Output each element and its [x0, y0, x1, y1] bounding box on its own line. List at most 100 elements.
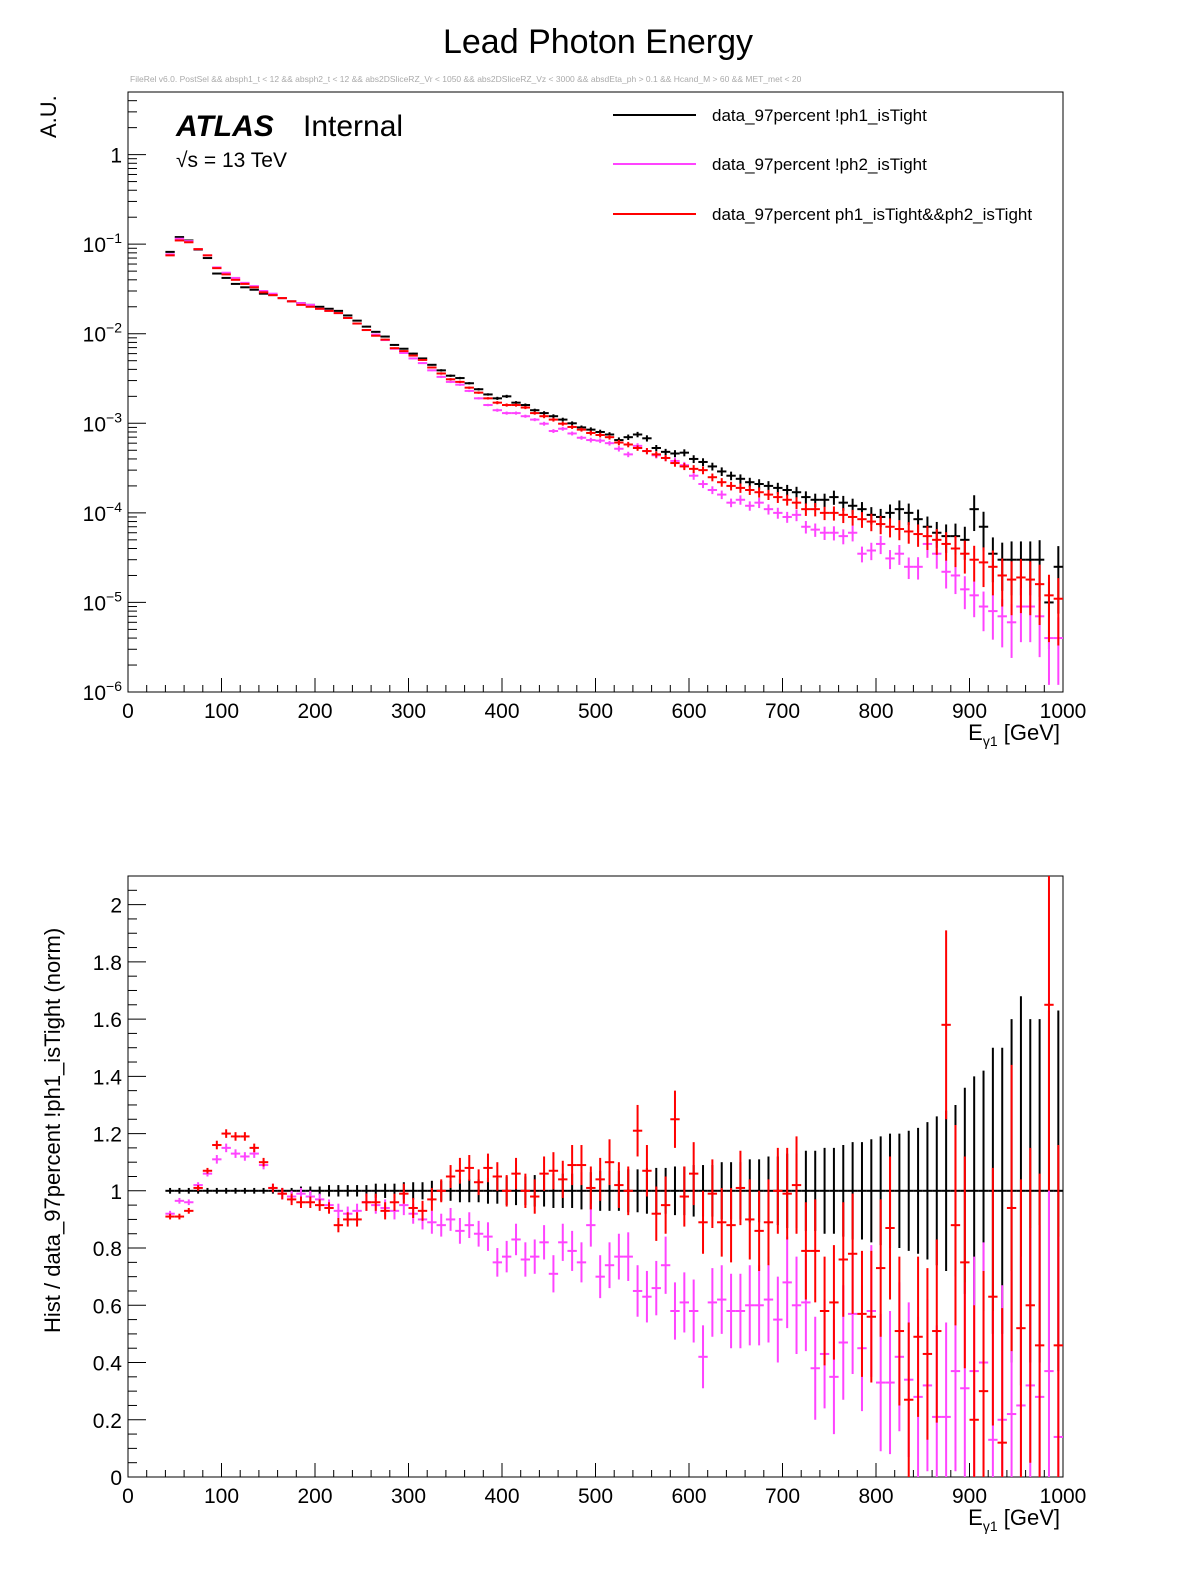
top-point	[305, 305, 315, 308]
top-point	[343, 314, 353, 317]
top-point	[642, 448, 652, 455]
top-point	[819, 506, 830, 521]
bottom-point	[866, 1139, 876, 1243]
bottom-point	[913, 1256, 923, 1417]
top-point	[1016, 559, 1026, 614]
top-point	[586, 437, 596, 443]
bottom-y-tick-label: 0	[110, 1467, 122, 1490]
bottom-point	[988, 1167, 998, 1426]
bottom-point	[230, 1187, 241, 1194]
top-x-axis-title-sub: γ1	[983, 733, 998, 749]
bottom-point	[604, 1242, 615, 1289]
bottom-point	[483, 1153, 493, 1183]
top-point	[754, 497, 764, 509]
top-point	[623, 434, 633, 440]
bottom-x-tick-label: 500	[578, 1485, 613, 1508]
bottom-point	[885, 1311, 895, 1455]
bottom-y-tick-label: 1	[110, 1181, 122, 1204]
bottom-point	[455, 1217, 465, 1244]
svg-text:Eγ1 [GeV]: Eγ1 [GeV]	[968, 720, 1060, 749]
bottom-x-tick-label: 300	[391, 1485, 426, 1508]
top-point	[660, 448, 671, 456]
top-point	[483, 397, 493, 400]
top-point	[240, 286, 250, 289]
bottom-point	[922, 1122, 933, 1260]
bottom-point	[548, 1255, 559, 1293]
bottom-point	[184, 1199, 194, 1206]
top-point	[417, 358, 428, 361]
bottom-point	[1025, 1147, 1035, 1463]
top-x-tick-label: 700	[765, 700, 800, 723]
top-point	[511, 403, 521, 407]
bottom-point	[829, 1147, 839, 1234]
bottom-point	[202, 1187, 213, 1194]
top-point	[763, 481, 774, 492]
legend: data_97percent !ph1_isTight data_97percen…	[613, 106, 1032, 224]
top-y-tick-label: 10−2	[83, 320, 123, 347]
top-point	[492, 396, 502, 400]
bottom-plot: 0 100 200 300 400 500 600 700 800 900 1000 0 0.2 0.4 0…	[40, 875, 1086, 1534]
top-point	[473, 397, 484, 400]
top-point	[165, 250, 175, 253]
top-y-tick-label: 10−1	[83, 230, 123, 257]
top-point	[174, 237, 185, 240]
bottom-point	[464, 1212, 474, 1239]
top-point	[361, 325, 372, 328]
bottom-point	[595, 1255, 605, 1299]
top-plot: 0 100 200 300 400 500 600 700 800 900 1000 10−6 10−5…	[36, 91, 1086, 749]
bottom-x-axis-title-unit: [GeV]	[998, 1505, 1060, 1530]
bottom-point	[221, 1143, 231, 1153]
bottom-point	[1034, 1173, 1045, 1477]
top-point	[408, 357, 418, 360]
bottom-point	[670, 1090, 680, 1148]
atlas-energy: √s = 13 TeV	[176, 149, 287, 172]
top-point	[268, 292, 278, 295]
bottom-point	[558, 1223, 568, 1261]
top-point	[502, 403, 512, 407]
bottom-point	[408, 1197, 418, 1218]
bottom-point	[801, 1202, 811, 1300]
top-point	[548, 417, 559, 422]
top-point	[436, 369, 446, 372]
bottom-point	[623, 1166, 633, 1216]
top-point	[399, 350, 409, 353]
bottom-point	[221, 1187, 231, 1194]
bottom-y-tick-label: 0.4	[93, 1353, 123, 1376]
bottom-point	[773, 1276, 783, 1363]
bottom-point	[791, 1136, 802, 1234]
bottom-x-tick-label: 900	[952, 1485, 987, 1508]
selection-cuts: FileRel v6.0. PostSel && absph1_t < 12 &…	[130, 74, 802, 84]
top-point	[427, 366, 437, 369]
bottom-point	[1053, 1145, 1063, 1477]
top-point	[389, 343, 400, 346]
top-point	[819, 526, 830, 540]
bottom-point	[866, 1250, 876, 1383]
top-point	[782, 494, 792, 506]
bottom-point	[745, 1179, 755, 1260]
bottom-point	[184, 1187, 194, 1194]
top-point	[333, 312, 344, 315]
top-point	[632, 445, 643, 451]
bottom-point	[642, 1270, 652, 1323]
bottom-y-tick-label: 0.2	[93, 1410, 122, 1433]
bottom-point	[586, 1203, 596, 1247]
bottom-point	[240, 1187, 250, 1194]
bottom-point	[502, 1175, 512, 1207]
top-point	[520, 406, 531, 410]
top-point	[922, 525, 933, 550]
top-point	[473, 391, 484, 394]
top-point	[689, 455, 699, 464]
top-point	[904, 503, 914, 526]
bottom-point	[586, 1166, 596, 1210]
bottom-point	[651, 1260, 661, 1316]
bottom-point	[277, 1187, 287, 1200]
top-point	[614, 446, 624, 452]
bottom-point	[745, 1265, 755, 1346]
top-point	[904, 522, 914, 544]
top-point	[735, 474, 746, 484]
top-point	[876, 535, 886, 555]
bottom-point	[464, 1179, 474, 1203]
bottom-point	[698, 1190, 708, 1254]
top-point	[1025, 561, 1035, 616]
top-point	[651, 451, 661, 458]
